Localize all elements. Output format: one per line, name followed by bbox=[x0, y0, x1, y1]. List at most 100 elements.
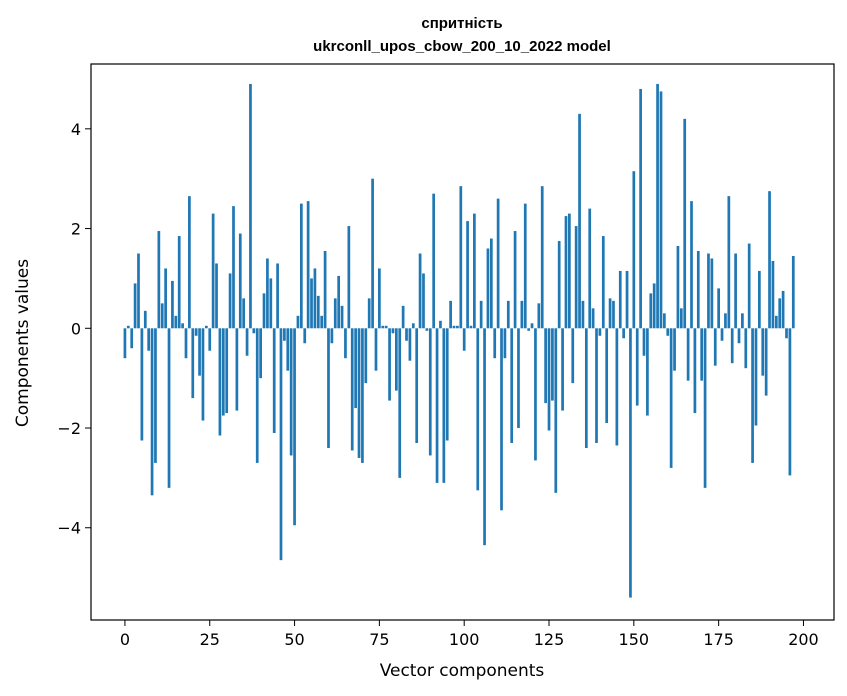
bar bbox=[584, 328, 588, 448]
bar bbox=[683, 118, 687, 329]
bar bbox=[442, 328, 446, 483]
bar bbox=[198, 328, 201, 376]
bar bbox=[483, 328, 486, 546]
bar bbox=[730, 328, 734, 364]
bar bbox=[133, 283, 137, 329]
bar bbox=[771, 260, 775, 329]
bars-group bbox=[123, 83, 795, 598]
bar bbox=[612, 300, 615, 329]
bar bbox=[157, 231, 161, 329]
bar bbox=[449, 300, 452, 329]
bar bbox=[174, 315, 178, 329]
bar bbox=[350, 328, 354, 451]
bar bbox=[388, 328, 391, 401]
bar bbox=[669, 328, 673, 468]
x-tick-label: 200 bbox=[788, 630, 819, 649]
bar bbox=[150, 328, 154, 496]
bar bbox=[717, 288, 720, 329]
bar bbox=[673, 328, 676, 371]
bar bbox=[269, 278, 273, 329]
x-tick-label: 50 bbox=[284, 630, 304, 649]
bar bbox=[401, 305, 405, 329]
bar bbox=[204, 325, 208, 329]
bar bbox=[279, 328, 283, 561]
bar bbox=[581, 300, 585, 329]
bar bbox=[785, 328, 788, 339]
bar bbox=[530, 323, 534, 329]
bar bbox=[252, 328, 256, 334]
bar bbox=[768, 191, 771, 329]
bar bbox=[286, 328, 290, 371]
bar bbox=[374, 328, 378, 371]
bar bbox=[422, 273, 425, 329]
bar bbox=[181, 323, 184, 329]
bar bbox=[299, 203, 303, 329]
bar bbox=[293, 328, 296, 526]
bar bbox=[649, 293, 653, 329]
bar bbox=[340, 305, 344, 329]
x-tick-label: 150 bbox=[619, 630, 650, 649]
bar bbox=[378, 268, 381, 329]
bar bbox=[605, 328, 609, 424]
bar bbox=[686, 328, 690, 381]
bar bbox=[557, 241, 561, 329]
bar bbox=[418, 253, 422, 329]
bar bbox=[690, 201, 693, 329]
bar bbox=[143, 310, 147, 329]
bar bbox=[123, 328, 127, 359]
bar bbox=[774, 315, 778, 329]
bar bbox=[394, 328, 398, 391]
bar bbox=[618, 270, 622, 329]
bar bbox=[554, 328, 558, 493]
bar bbox=[194, 328, 198, 336]
bar bbox=[310, 278, 313, 329]
bar bbox=[564, 216, 568, 329]
bar bbox=[656, 83, 659, 329]
bar bbox=[215, 263, 218, 329]
bar bbox=[344, 328, 347, 359]
bar bbox=[391, 328, 395, 334]
y-tick-label: 0 bbox=[71, 319, 81, 338]
bar bbox=[622, 328, 626, 339]
bar bbox=[276, 263, 279, 329]
bar bbox=[164, 268, 167, 329]
plot-frame bbox=[90, 63, 835, 621]
bar bbox=[632, 171, 636, 329]
bar bbox=[371, 178, 374, 329]
bar bbox=[601, 236, 605, 329]
bar bbox=[459, 186, 463, 329]
bar bbox=[635, 328, 639, 406]
bar bbox=[696, 251, 700, 329]
bar bbox=[408, 328, 412, 361]
bar bbox=[130, 328, 134, 349]
bar bbox=[761, 328, 765, 376]
bar bbox=[435, 328, 439, 483]
bar bbox=[520, 300, 524, 329]
bar bbox=[703, 328, 707, 488]
bar bbox=[333, 298, 337, 329]
bar bbox=[476, 328, 480, 491]
bar bbox=[245, 328, 249, 356]
chart-subtitle: ukrconll_upos_cbow_200_10_2022 model bbox=[313, 38, 611, 55]
bar bbox=[177, 236, 181, 329]
y-axis-label: Components values bbox=[13, 259, 33, 427]
bar bbox=[747, 243, 751, 329]
bar bbox=[456, 325, 459, 329]
bar bbox=[262, 293, 266, 329]
bar bbox=[693, 328, 697, 414]
x-tick-label: 175 bbox=[703, 630, 734, 649]
bar bbox=[242, 298, 246, 329]
x-tick-label: 0 bbox=[120, 630, 130, 649]
bar bbox=[707, 253, 710, 329]
bar bbox=[259, 328, 262, 379]
bar bbox=[713, 328, 717, 366]
bar bbox=[289, 328, 293, 456]
bar bbox=[666, 328, 670, 336]
bar bbox=[303, 328, 307, 344]
bar bbox=[700, 328, 704, 381]
bar bbox=[781, 290, 785, 329]
bar bbox=[327, 328, 330, 448]
bar bbox=[547, 328, 551, 431]
bar bbox=[479, 300, 483, 329]
bar bbox=[232, 206, 235, 329]
